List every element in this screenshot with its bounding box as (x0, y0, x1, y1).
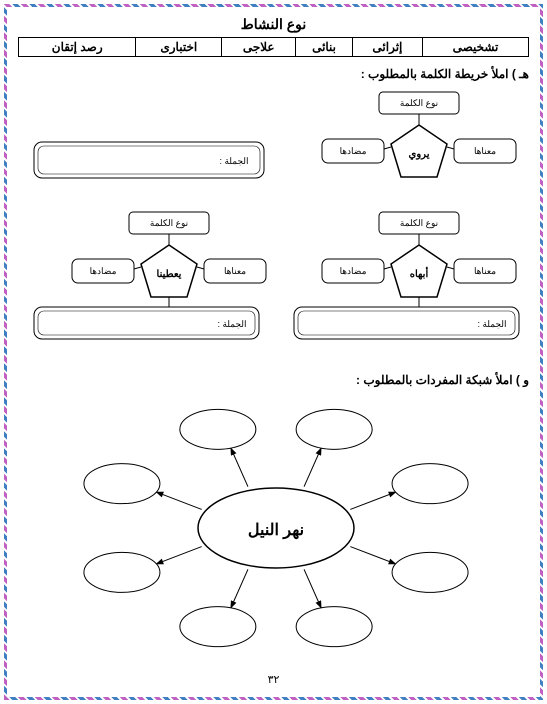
activity-cell: رصد إتقان (19, 38, 136, 57)
wordmap-area: نوع الكلمة يروي معناها مضادها الجملة : (18, 87, 529, 367)
svg-text:نوع الكلمة: نوع الكلمة (150, 218, 188, 229)
webmap-area: نهر النيل (18, 393, 529, 653)
svg-text:معناها: معناها (224, 266, 246, 276)
web-node (296, 409, 372, 449)
web-node (84, 552, 160, 592)
web-node (180, 409, 256, 449)
section1-title: هـ ) املأ خريطة الكلمة بالمطلوب : (18, 67, 529, 81)
wm-meaning-label: معناها (474, 146, 496, 156)
svg-text:مضادها: مضادها (90, 266, 117, 276)
web-node (84, 464, 160, 504)
web-node (296, 607, 372, 647)
web-node (392, 464, 468, 504)
web-node (392, 552, 468, 592)
wm-sentence-label: الجملة : (219, 156, 248, 166)
wm-word: يعطينا (157, 269, 182, 280)
wm-word: أبهاه (410, 267, 429, 280)
svg-text:مضادها: مضادها (340, 266, 367, 276)
page-number: ٣٢ (268, 673, 280, 686)
content-area: نوع النشاط تشخيصى إثرائى بنائى علاجى اخت… (18, 16, 529, 686)
web-center: نهر النيل (248, 522, 304, 540)
page-title: نوع النشاط (18, 16, 529, 33)
svg-text:الجملة :: الجملة : (477, 319, 506, 329)
svg-text:معناها: معناها (474, 266, 496, 276)
web-node (180, 607, 256, 647)
activity-cell: علاجى (222, 38, 296, 57)
wm-antonym-label: مضادها (340, 146, 367, 156)
svg-text:نوع الكلمة: نوع الكلمة (400, 218, 438, 229)
section2-title: و ) املأ شبكة المفردات بالمطلوب : (18, 373, 529, 387)
activity-type-table: تشخيصى إثرائى بنائى علاجى اختبارى رصد إت… (18, 37, 529, 57)
svg-text:الجملة :: الجملة : (217, 319, 246, 329)
activity-cell: اختبارى (136, 38, 222, 57)
wm-type-label: نوع الكلمة (400, 98, 438, 109)
activity-cell: إثرائى (352, 38, 422, 57)
activity-cell: تشخيصى (422, 38, 528, 57)
wm-word: يروي (409, 149, 430, 160)
activity-cell: بنائى (296, 38, 353, 57)
